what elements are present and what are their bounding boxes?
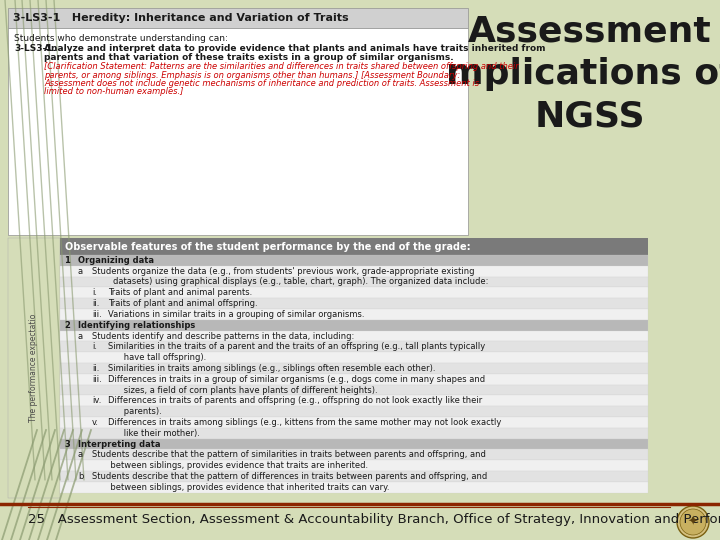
Text: parents).: parents). [108, 407, 162, 416]
Text: 3-LS3-1.: 3-LS3-1. [14, 44, 56, 53]
Text: between siblings, provides evidence that inherited traits can vary.: between siblings, provides evidence that… [92, 483, 390, 492]
Bar [60, 406, 648, 417]
Text: Similarities in traits among siblings (e.g., siblings often resemble each other): Similarities in traits among siblings (e… [108, 364, 436, 373]
Bar [60, 238, 648, 255]
Text: Similarities in the traits of a parent and the traits of an offspring (e.g., tal: Similarities in the traits of a parent a… [108, 342, 485, 352]
Text: a: a [78, 332, 83, 341]
Text: limited to non-human examples.]: limited to non-human examples.] [44, 87, 184, 97]
Text: iii.: iii. [92, 310, 102, 319]
Text: i.: i. [92, 342, 97, 352]
Bar [60, 417, 648, 428]
Text: 1: 1 [64, 256, 70, 265]
Bar [60, 374, 648, 384]
Text: parents, or among siblings. Emphasis is on organisms other than humans.] [Assess: parents, or among siblings. Emphasis is … [44, 71, 460, 79]
Bar [60, 438, 648, 449]
Bar [60, 330, 648, 341]
Text: 2: 2 [64, 321, 70, 330]
Text: Differences in traits of parents and offspring (e.g., offspring do not look exac: Differences in traits of parents and off… [108, 396, 482, 406]
Text: Interpreting data: Interpreting data [78, 440, 161, 449]
Circle shape [680, 509, 706, 535]
Bar [60, 266, 648, 276]
Bar [60, 287, 648, 298]
Bar [60, 298, 648, 309]
Text: between siblings, provides evidence that traits are inherited.: between siblings, provides evidence that… [92, 461, 368, 470]
Text: 3-LS3-1   Heredity: Inheritance and Variation of Traits: 3-LS3-1 Heredity: Inheritance and Variat… [13, 13, 348, 23]
Text: [Clarification Statement: Patterns are the similarities and differences in trait: [Clarification Statement: Patterns are t… [44, 62, 518, 71]
Text: Differences in traits in a group of similar organisms (e.g., dogs come in many s: Differences in traits in a group of simi… [108, 375, 485, 384]
Text: Assessment does not include genetic mechanisms of inheritance and prediction of : Assessment does not include genetic mech… [44, 79, 479, 88]
Text: parents and that variation of these traits exists in a group of similar organism: parents and that variation of these trai… [44, 53, 454, 62]
Text: datasets) using graphical displays (e.g., table, chart, graph). The organized da: datasets) using graphical displays (e.g.… [92, 278, 488, 287]
Bar [8, 8, 468, 28]
Bar [60, 309, 648, 320]
Text: iv.: iv. [92, 396, 102, 406]
Text: Organizing data: Organizing data [78, 256, 154, 265]
Bar [60, 384, 648, 395]
Circle shape [677, 506, 709, 538]
Text: Students organize the data (e.g., from students' previous work, grade-appropriat: Students organize the data (e.g., from s… [92, 267, 474, 276]
Text: b: b [78, 472, 84, 481]
Text: Analyze and interpret data to provide evidence that plants and animals have trai: Analyze and interpret data to provide ev… [44, 44, 546, 53]
Bar [60, 352, 648, 363]
Text: 25   Assessment Section, Assessment & Accountability Branch, Office of Strategy,: 25 Assessment Section, Assessment & Acco… [28, 514, 720, 526]
Bar [60, 395, 648, 406]
Text: v.: v. [92, 418, 99, 427]
Text: iii.: iii. [92, 375, 102, 384]
Text: Differences in traits among siblings (e.g., kittens from the same mother may not: Differences in traits among siblings (e.… [108, 418, 501, 427]
Bar [60, 449, 648, 460]
Text: The performance expectatio: The performance expectatio [30, 314, 38, 422]
Text: Variations in similar traits in a grouping of similar organisms.: Variations in similar traits in a groupi… [108, 310, 364, 319]
Text: like their mother).: like their mother). [108, 429, 200, 438]
Text: Students identify and describe patterns in the data, including:: Students identify and describe patterns … [92, 332, 354, 341]
Bar [8, 238, 60, 498]
Text: sizes, a field of corn plants have plants of different heights).: sizes, a field of corn plants have plant… [108, 386, 377, 395]
Bar [60, 471, 648, 482]
Bar [60, 428, 648, 438]
Text: Identifying relationships: Identifying relationships [78, 321, 195, 330]
Bar [60, 341, 648, 352]
Text: i.: i. [92, 288, 97, 298]
Text: a: a [78, 267, 83, 276]
Bar [60, 482, 648, 492]
Text: have tall offspring).: have tall offspring). [108, 353, 206, 362]
Text: Students who demonstrate understanding can:: Students who demonstrate understanding c… [14, 34, 228, 43]
Text: ✦: ✦ [688, 516, 698, 529]
Bar [8, 28, 468, 235]
Bar [60, 276, 648, 287]
Text: Students describe that the pattern of similarities in traits between parents and: Students describe that the pattern of si… [92, 450, 486, 460]
Text: Observable features of the student performance by the end of the grade:: Observable features of the student perfo… [65, 241, 471, 252]
Text: Traits of plant and animal parents.: Traits of plant and animal parents. [108, 288, 252, 298]
Text: a: a [78, 450, 83, 460]
Bar [60, 320, 648, 330]
Text: 3: 3 [64, 440, 70, 449]
Text: ii.: ii. [92, 299, 99, 308]
Text: Traits of plant and animal offspring.: Traits of plant and animal offspring. [108, 299, 258, 308]
Text: Students describe that the pattern of differences in traits between parents and : Students describe that the pattern of di… [92, 472, 487, 481]
Text: ii.: ii. [92, 364, 99, 373]
Bar [60, 363, 648, 374]
Bar [60, 460, 648, 471]
Bar [60, 255, 648, 266]
Text: Assessment
mplications of
NGSS: Assessment mplications of NGSS [446, 15, 720, 133]
